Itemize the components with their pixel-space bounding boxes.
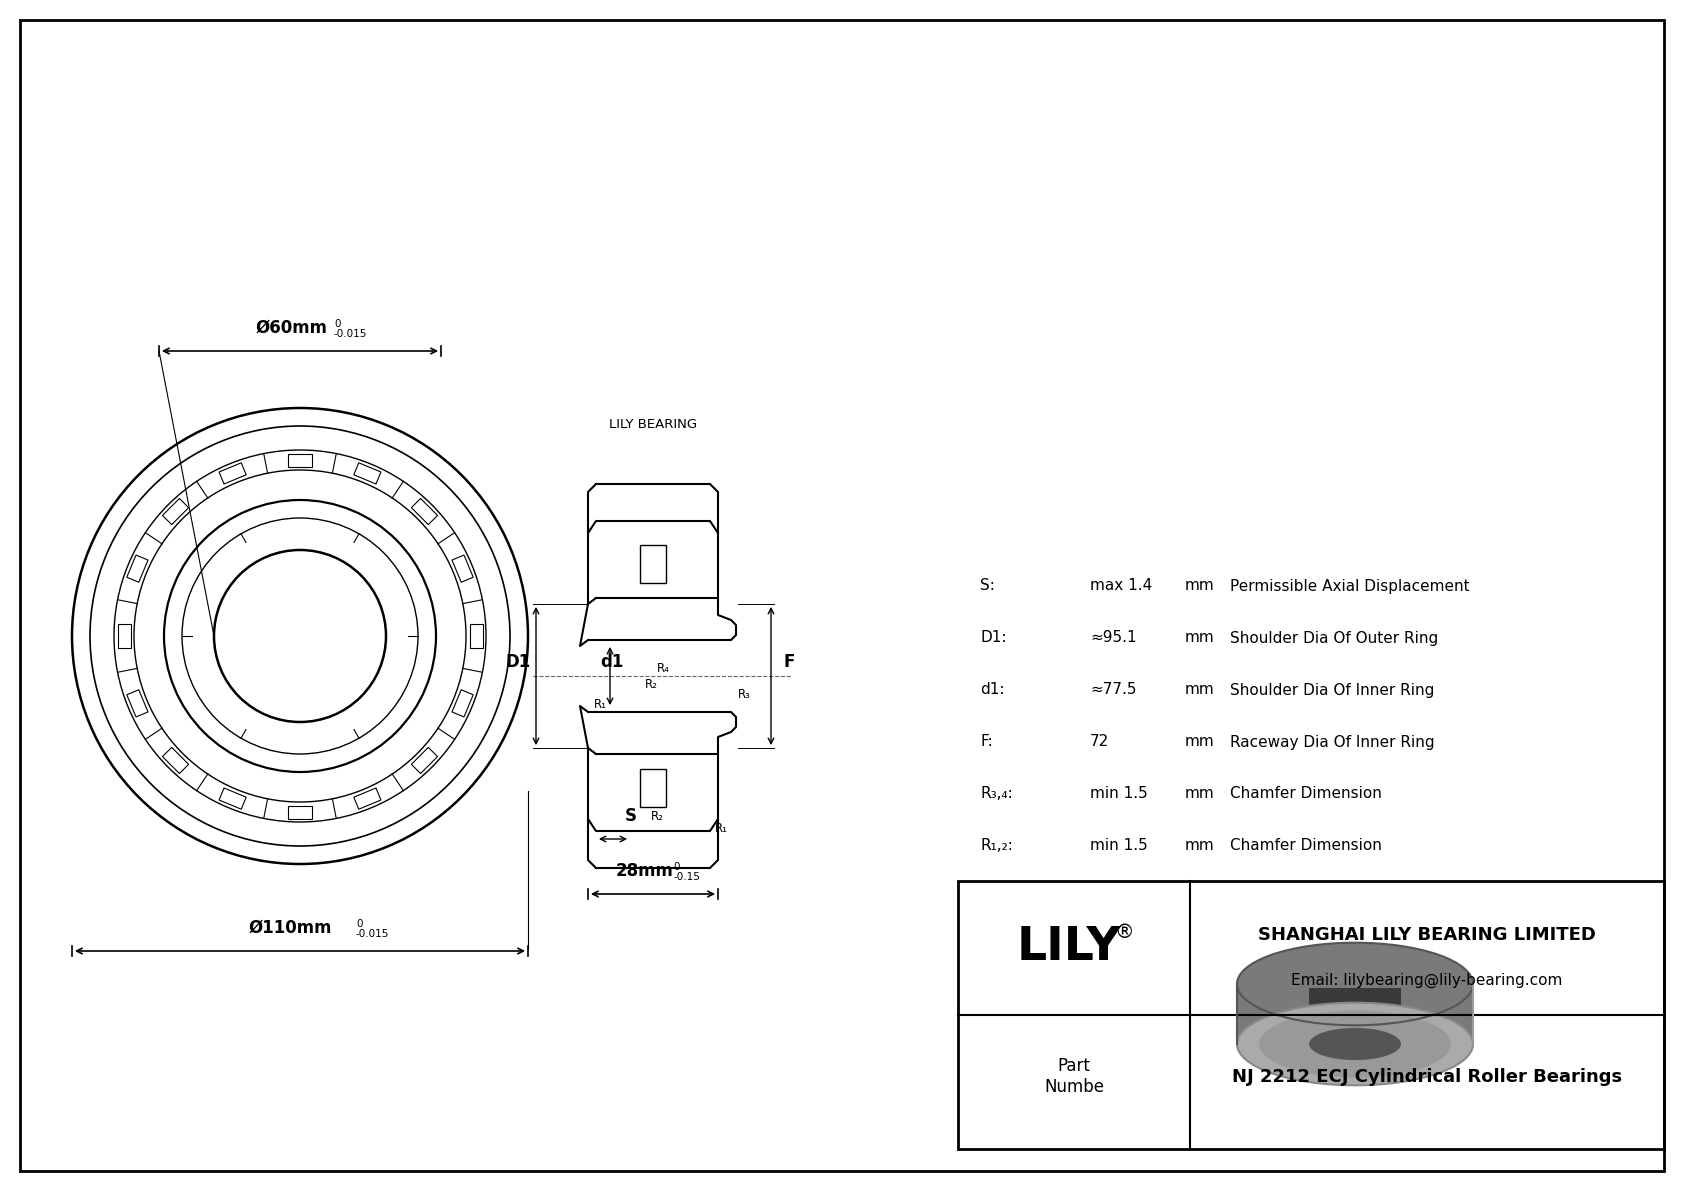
Ellipse shape <box>1260 1010 1452 1078</box>
Text: 72: 72 <box>1090 735 1110 749</box>
Text: -0.015: -0.015 <box>333 329 367 339</box>
Text: R₁: R₁ <box>594 698 606 711</box>
Text: mm: mm <box>1186 579 1214 593</box>
Text: Part
Numbe: Part Numbe <box>1044 1058 1105 1096</box>
Text: max 1.4: max 1.4 <box>1090 579 1152 593</box>
Text: -0.15: -0.15 <box>674 872 701 883</box>
Text: Chamfer Dimension: Chamfer Dimension <box>1229 786 1383 802</box>
Text: ®: ® <box>1115 923 1133 942</box>
Text: NJ 2212 ECJ Cylindrical Roller Bearings: NJ 2212 ECJ Cylindrical Roller Bearings <box>1233 1067 1622 1086</box>
Text: 0: 0 <box>355 919 362 929</box>
Bar <box>958 881 1664 1149</box>
Bar <box>640 545 665 584</box>
Text: R₄: R₄ <box>657 661 670 674</box>
Text: R₂: R₂ <box>645 678 658 691</box>
Text: Ø60mm: Ø60mm <box>256 319 328 337</box>
Ellipse shape <box>1238 943 1474 1025</box>
Text: F: F <box>783 653 795 671</box>
Text: d1:: d1: <box>980 682 1004 698</box>
Text: 28mm: 28mm <box>616 862 674 880</box>
Text: -0.015: -0.015 <box>355 929 389 939</box>
Text: Ø110mm: Ø110mm <box>248 919 332 937</box>
Text: S: S <box>625 807 637 825</box>
Text: mm: mm <box>1186 786 1214 802</box>
Polygon shape <box>1238 984 1474 1045</box>
Text: Chamfer Dimension: Chamfer Dimension <box>1229 838 1383 854</box>
Text: R₁,₂:: R₁,₂: <box>980 838 1012 854</box>
Bar <box>640 769 665 807</box>
Text: R₁: R₁ <box>716 822 727 835</box>
Text: S:: S: <box>980 579 995 593</box>
Text: 0: 0 <box>333 319 340 329</box>
Ellipse shape <box>1238 1003 1474 1085</box>
Text: min 1.5: min 1.5 <box>1090 786 1148 802</box>
Text: 0: 0 <box>674 862 680 872</box>
Text: F:: F: <box>980 735 994 749</box>
Text: SHANGHAI LILY BEARING LIMITED: SHANGHAI LILY BEARING LIMITED <box>1258 925 1596 943</box>
Text: D1:: D1: <box>980 630 1007 646</box>
Text: ≈77.5: ≈77.5 <box>1090 682 1137 698</box>
Text: Raceway Dia Of Inner Ring: Raceway Dia Of Inner Ring <box>1229 735 1435 749</box>
Text: R₂: R₂ <box>650 810 663 823</box>
Text: mm: mm <box>1186 682 1214 698</box>
Text: Permissible Axial Displacement: Permissible Axial Displacement <box>1229 579 1470 593</box>
Text: R₃,₄:: R₃,₄: <box>980 786 1012 802</box>
Text: R₃: R₃ <box>738 687 751 700</box>
Text: Shoulder Dia Of Inner Ring: Shoulder Dia Of Inner Ring <box>1229 682 1435 698</box>
Text: Shoulder Dia Of Outer Ring: Shoulder Dia Of Outer Ring <box>1229 630 1438 646</box>
Text: min 1.5: min 1.5 <box>1090 838 1148 854</box>
Text: Email: lilybearing@lily-bearing.com: Email: lilybearing@lily-bearing.com <box>1292 973 1563 987</box>
Text: d1: d1 <box>600 653 623 671</box>
Text: D1: D1 <box>505 653 530 671</box>
Text: LILY: LILY <box>1017 925 1122 971</box>
Text: ≈95.1: ≈95.1 <box>1090 630 1137 646</box>
Ellipse shape <box>1308 1028 1401 1060</box>
Text: mm: mm <box>1186 630 1214 646</box>
Text: mm: mm <box>1186 838 1214 854</box>
Polygon shape <box>1308 989 1401 1040</box>
Text: LILY BEARING: LILY BEARING <box>610 418 697 430</box>
Text: mm: mm <box>1186 735 1214 749</box>
